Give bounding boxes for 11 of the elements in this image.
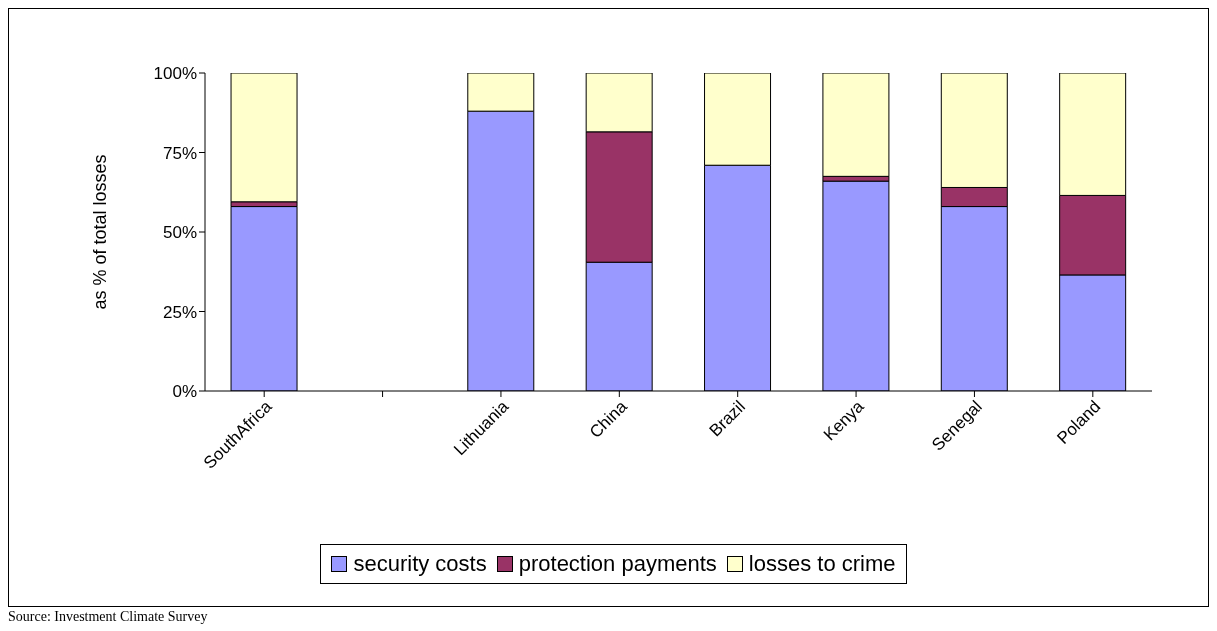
- y-tick-label: 50%: [162, 223, 197, 243]
- y-tick-label: 0%: [172, 382, 197, 402]
- y-tick-label: 75%: [162, 143, 197, 163]
- legend-label: security costs: [352, 551, 487, 577]
- legend-label: losses to crime: [747, 551, 896, 577]
- legend-label: protection payments: [517, 551, 717, 577]
- source-note: Source: Investment Climate Survey: [8, 609, 209, 625]
- y-tick-label: 100%: [153, 64, 197, 84]
- y-axis-title: as % of total losses: [90, 154, 111, 310]
- bar: [230, 73, 298, 203]
- y-tick-label: 25%: [162, 302, 197, 322]
